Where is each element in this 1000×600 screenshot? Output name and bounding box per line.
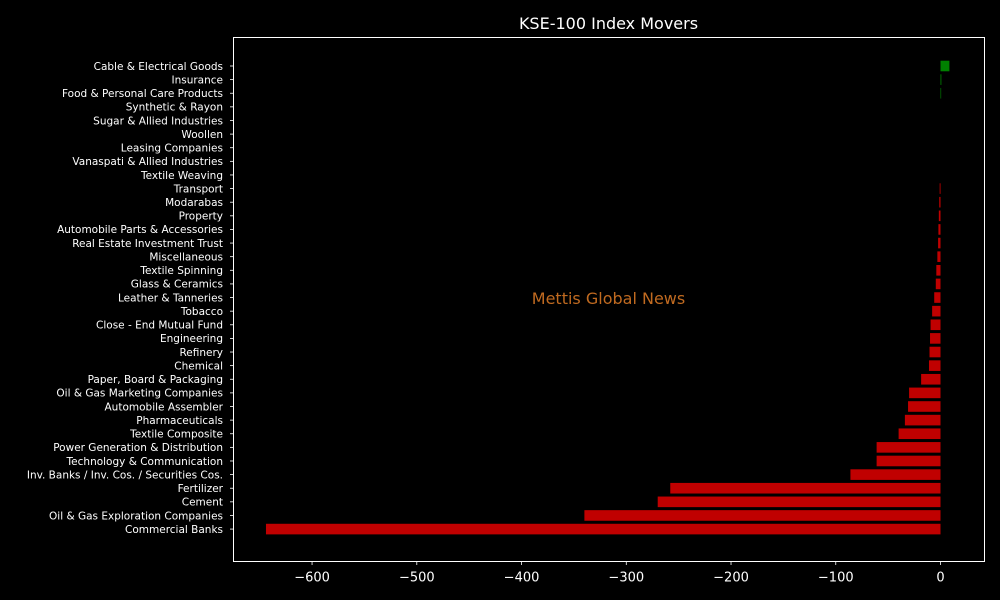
- category-label: Fertilizer: [178, 483, 224, 495]
- bar: [928, 360, 941, 371]
- bar: [935, 278, 941, 290]
- x-tick-label: −100: [818, 571, 854, 586]
- category-label: Miscellaneous: [149, 251, 223, 263]
- chart-title: KSE-100 Index Movers: [519, 14, 698, 33]
- bar: [937, 251, 941, 262]
- bar: [940, 87, 942, 99]
- watermark-text: Mettis Global News: [532, 289, 685, 308]
- category-label: Food & Personal Care Products: [62, 88, 223, 100]
- category-label: Synthetic & Rayon: [126, 102, 223, 114]
- category-label: Pharmaceuticals: [136, 415, 223, 427]
- bar: [940, 74, 942, 85]
- bar: [876, 442, 941, 453]
- category-label: Tobacco: [180, 306, 223, 318]
- bar: [930, 333, 941, 344]
- category-label: Paper, Board & Packaging: [88, 374, 223, 386]
- x-axis-ticks: −600 −500 −400 −300 −200 −100 0: [294, 561, 945, 586]
- bar: [670, 482, 941, 494]
- category-label: Refinery: [179, 347, 223, 359]
- category-label: Modarabas: [165, 197, 223, 209]
- x-tick-label: −400: [504, 571, 540, 586]
- bar: [929, 346, 941, 358]
- category-label: Commercial Banks: [125, 524, 223, 536]
- category-label: Technology & Communication: [66, 456, 223, 468]
- category-label: Property: [179, 211, 223, 223]
- category-label: Chemical: [174, 360, 223, 372]
- bar: [932, 305, 941, 317]
- x-tick-label: −300: [608, 571, 644, 586]
- category-label: Glass & Ceramics: [131, 279, 223, 291]
- category-label: Automobile Parts & Accessories: [57, 224, 223, 236]
- bar: [939, 196, 941, 208]
- category-label: Power Generation & Distribution: [53, 442, 223, 454]
- bar: [938, 210, 941, 222]
- category-label: Oil & Gas Exploration Companies: [49, 510, 223, 522]
- category-label: Textile Composite: [129, 429, 223, 441]
- bar: [939, 183, 941, 194]
- category-label: Textile Weaving: [140, 170, 223, 182]
- bar: [940, 60, 950, 72]
- bar: [584, 510, 941, 521]
- bar: [876, 455, 941, 467]
- x-tick-label: −200: [713, 571, 749, 586]
- x-tick-label: −500: [399, 571, 435, 586]
- bar: [936, 265, 941, 276]
- bar: [265, 523, 941, 535]
- x-tick-label: −600: [294, 571, 330, 586]
- category-label: Transport: [173, 183, 223, 195]
- bars-layer: [265, 60, 950, 535]
- category-label: Oil & Gas Marketing Companies: [56, 388, 223, 400]
- category-label: Real Estate Investment Trust: [72, 238, 223, 250]
- bar: [921, 373, 941, 385]
- bar: [657, 496, 941, 508]
- bar: [898, 428, 941, 440]
- bar: [908, 401, 941, 412]
- category-label: Leather & Tanneries: [118, 292, 223, 304]
- category-label: Insurance: [171, 74, 223, 86]
- bar: [938, 237, 941, 249]
- bar: [850, 469, 941, 480]
- bar: [930, 319, 941, 331]
- category-label: Textile Spinning: [139, 265, 223, 277]
- bar: [909, 387, 941, 399]
- x-tick-label: 0: [936, 571, 944, 586]
- plot-frame: [233, 37, 985, 562]
- category-label: Woollen: [181, 129, 223, 141]
- category-label: Vanaspati & Allied Industries: [72, 156, 223, 168]
- category-label: Sugar & Allied Industries: [93, 115, 223, 127]
- category-label: Automobile Assembler: [105, 401, 224, 413]
- category-label: Close - End Mutual Fund: [96, 320, 223, 332]
- category-label: Leasing Companies: [121, 143, 223, 155]
- bar: [938, 224, 941, 235]
- category-label: Engineering: [160, 333, 223, 345]
- bar: [934, 292, 941, 303]
- category-label: Cable & Electrical Goods: [94, 61, 223, 73]
- category-label: Inv. Banks / Inv. Cos. / Securities Cos.: [27, 469, 223, 481]
- bar: [904, 414, 941, 426]
- category-label: Cement: [182, 497, 223, 509]
